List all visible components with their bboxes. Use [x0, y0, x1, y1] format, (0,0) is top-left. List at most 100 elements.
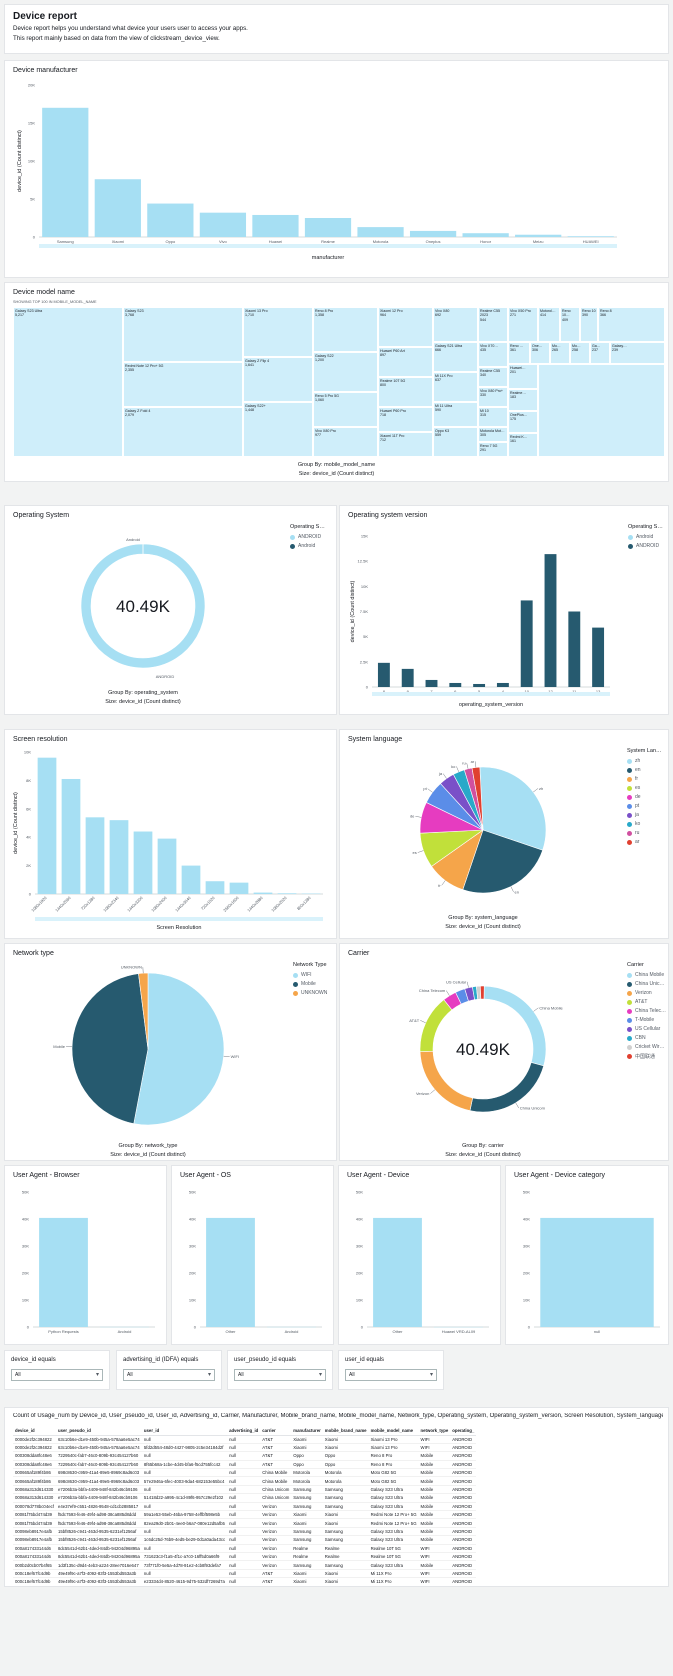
legend-item[interactable]: ANDROID — [290, 534, 336, 540]
legend-item[interactable]: T-Mobile — [627, 1017, 668, 1023]
device-manufacturer-chart[interactable]: 20K 15K 10K 5K 0 Samsung Xiaomi Oppo Vivo Huawei R… — [5, 77, 669, 277]
treemap-cell[interactable]: Vivo X80 Pro 977 — [313, 427, 378, 457]
legend-item[interactable]: pt — [627, 803, 668, 809]
legend-item[interactable]: ru — [627, 830, 668, 836]
table-row[interactable]: 000078d778bc04ecf e4e37ef9-c551-4826-9548… — [13, 1502, 477, 1512]
table-row[interactable]: 00098eb8917e4afb 15bf8526-c941-463d-9535-… — [13, 1527, 477, 1537]
treemap-cell[interactable]: Vivo X70… 435 — [478, 342, 508, 367]
legend-item[interactable]: Android — [290, 543, 336, 549]
treemap-cell[interactable]: Reno 10… 409 — [560, 307, 580, 342]
treemap-cell[interactable]: Galaxy S21 Ultra 666 — [433, 342, 478, 372]
table-row[interactable]: 000665af189f4b86 698c8630-c959-41a4-89e5-… — [13, 1476, 477, 1486]
column-header[interactable]: advertising_id — [227, 1426, 261, 1436]
table-row[interactable]: 000a817433144d6 8dc5541d-62b1-4ded-84db-9… — [13, 1552, 477, 1562]
treemap-cell[interactable] — [538, 364, 665, 457]
device-model-treemap[interactable]: Galaxy S23 Ultra 5,217 Galaxy S23 3,768 Redm… — [13, 307, 665, 457]
column-header[interactable]: manufacturer — [291, 1426, 323, 1436]
treemap-cell[interactable]: Mi 10 315 — [478, 407, 508, 427]
treemap-cell[interactable]: Reno 5 Pro 5G 1,060 — [313, 392, 378, 427]
column-header[interactable]: user_pseudo_id — [55, 1426, 142, 1436]
table-row[interactable]: 00068a313d614330 e7206b3a-bbfa-4409-948f-… — [13, 1485, 477, 1495]
legend-item[interactable]: China Mobile — [627, 972, 668, 978]
table-row[interactable]: 0000de2f2c394822 63c10b6e-d1e9-450b-945a-… — [13, 1443, 477, 1453]
treemap-cell[interactable]: Xiaomi 12 Pro 964 — [378, 307, 433, 347]
advertising-id-select[interactable]: All ▾ — [123, 1369, 215, 1381]
legend-item[interactable]: Verizon — [627, 990, 668, 996]
ua-category-chart[interactable]: 50K 40K 30K 20K 10K 0 null — [506, 1184, 669, 1344]
treemap-cell[interactable]: Motorola Mot… 305 — [478, 427, 508, 442]
legend-item[interactable]: AT&T — [627, 999, 668, 1005]
treemap-cell[interactable]: Xiaomi 13 Pro 1,710 — [243, 307, 313, 357]
column-header[interactable]: user_id — [141, 1426, 228, 1436]
legend-item[interactable]: en — [627, 767, 668, 773]
legend-item[interactable]: CBN — [627, 1035, 668, 1041]
treemap-cell[interactable]: Reno 8 Pro 1,358 — [313, 307, 378, 352]
treemap-cell[interactable]: Realme 10T 5G 800 — [378, 377, 433, 407]
legend-item[interactable]: UNKNOWN — [293, 990, 336, 996]
treemap-cell[interactable]: Mi 11X Pro 637 — [433, 372, 478, 402]
treemap-cell[interactable]: Realme… 183 — [508, 389, 538, 411]
operating-system-donut[interactable]: 40.49K Android ANDROID Group By: operating_… — [5, 506, 285, 715]
table-row[interactable]: 000665af189f4b86 698c8630-c959-41a4-89e5-… — [13, 1468, 477, 1478]
table-row[interactable]: 00081f75bd474d39 f5dc7593-fe46-49f4-ad98-… — [13, 1510, 477, 1520]
column-header[interactable]: operating_ — [450, 1426, 477, 1436]
treemap-cell[interactable]: Vivo X80 Pro+ 330 — [478, 387, 508, 407]
legend-item[interactable]: ar — [627, 839, 668, 845]
treemap-cell[interactable]: Galaxy S22 1,200 — [313, 352, 378, 392]
legend-item[interactable]: zh — [627, 758, 668, 764]
carrier-donut[interactable]: China Mobile China Unicom Verizon AT&T China… — [340, 944, 625, 1161]
legend-item[interactable]: ko — [627, 821, 668, 827]
treemap-cell[interactable]: Realme C55 2023 544 — [478, 307, 508, 342]
os-version-chart[interactable]: 15K 12.5K 10K 7.5K 5K 2.5K 0 8 9 7 6 5 4 10 12 11 13 devi… — [340, 516, 625, 715]
table-row[interactable]: 000308dda8fc48e6 7229540c-fab7-46c0-809b-… — [13, 1451, 477, 1461]
legend-item[interactable]: Android — [628, 534, 668, 540]
table-row[interactable]: 00081f75bd474d39 f5dc7593-fe46-49f4-ad98-… — [13, 1518, 477, 1528]
column-header[interactable]: carrier — [260, 1426, 292, 1436]
treemap-cell[interactable]: Galaxy S23 Ultra 5,217 — [13, 307, 123, 457]
legend-item[interactable]: ANDROID — [628, 543, 668, 549]
table-row[interactable]: 000b2d0cb07b4f65 1d3f135c-d9d4-4eb3-a224-… — [13, 1560, 477, 1570]
legend-item[interactable]: Cricket Wir… — [627, 1044, 668, 1050]
treemap-cell[interactable]: Huawei… 201 — [508, 364, 538, 389]
treemap-cell[interactable]: Xiaomi 11T Pro 712 — [378, 432, 433, 457]
ua-browser-chart[interactable]: 50K 40K 30K 20K 10K 0 Python Requests Android — [5, 1184, 167, 1344]
treemap-cell[interactable]: Motorol… 414 — [538, 307, 560, 342]
treemap-cell[interactable]: Galaxy S22+ 1,448 — [243, 402, 313, 457]
user-pseudo-id-select[interactable]: All ▾ — [234, 1369, 326, 1381]
table-row[interactable]: 000a817433144d6 8dc5541d-62b1-4ded-84db-9… — [13, 1544, 477, 1553]
legend-item[interactable]: es — [627, 785, 668, 791]
treemap-cell[interactable]: One… 306 — [530, 342, 550, 364]
table-row[interactable]: 000308dda8fc48e6 7229540c-fab7-46c0-809b-… — [13, 1460, 477, 1470]
user-id-select[interactable]: All ▾ — [345, 1369, 437, 1381]
ua-os-chart[interactable]: 50K 40K 30K 20K 10K 0 Other Android — [172, 1184, 334, 1344]
treemap-cell[interactable]: Galaxy Z Flip 4 1,641 — [243, 357, 313, 402]
treemap-cell[interactable]: Redmi K… 161 — [508, 433, 538, 457]
treemap-cell[interactable]: Mi 11 Ultra 590 — [433, 402, 478, 427]
treemap-cell[interactable]: Galaxy Z Fold 4 2,079 — [123, 407, 243, 457]
treemap-cell[interactable]: Galaxy… 239 — [610, 342, 665, 364]
treemap-cell[interactable]: Realme C55 340 — [478, 367, 508, 387]
column-header[interactable]: mobile_brand_name — [322, 1426, 369, 1436]
treemap-cell[interactable]: Reno 8 366 — [598, 307, 665, 342]
table-row[interactable]: 000c18ef67fc4d9b 49e49f9c-a7f3-4092-83f3-… — [13, 1577, 477, 1586]
treemap-cell[interactable]: Vivo X80 692 — [433, 307, 478, 342]
legend-item[interactable]: ja — [627, 812, 668, 818]
treemap-cell[interactable]: Galaxy S23 3,768 — [123, 307, 243, 362]
legend-item[interactable]: 中国联通 — [627, 1053, 668, 1060]
treemap-cell[interactable]: OnePlus… 175 — [508, 411, 538, 433]
table-row[interactable]: 0000de2f2c394822 63c10b6e-d1e9-450b-945a-… — [13, 1435, 477, 1444]
treemap-cell[interactable]: Mo… 258 — [570, 342, 590, 364]
treemap-cell[interactable]: Oppo K3 559 — [433, 427, 478, 457]
treemap-cell[interactable]: Huawei P60 Art 897 — [378, 347, 433, 377]
treemap-cell[interactable]: Vivo X50 Pro 271 — [508, 307, 538, 342]
treemap-cell[interactable]: Reno 7 5G 291 — [478, 442, 508, 457]
column-header[interactable]: mobile_model_name — [368, 1426, 419, 1436]
legend-item[interactable]: China Telec… — [627, 1008, 668, 1014]
treemap-cell[interactable]: Redmi Note 12 Pro+ 5G 2,355 — [123, 362, 243, 407]
device-id-select[interactable]: All ▾ — [11, 1369, 103, 1381]
treemap-cell[interactable]: Huawei P60 Pro 718 — [378, 407, 433, 432]
treemap-cell[interactable]: Mo… 265 — [550, 342, 570, 364]
table-row[interactable]: 000c18ef67fc4d9b 49e49f9c-a7f3-4092-83f3-… — [13, 1569, 477, 1579]
legend-item[interactable]: US Cellular — [627, 1026, 668, 1032]
